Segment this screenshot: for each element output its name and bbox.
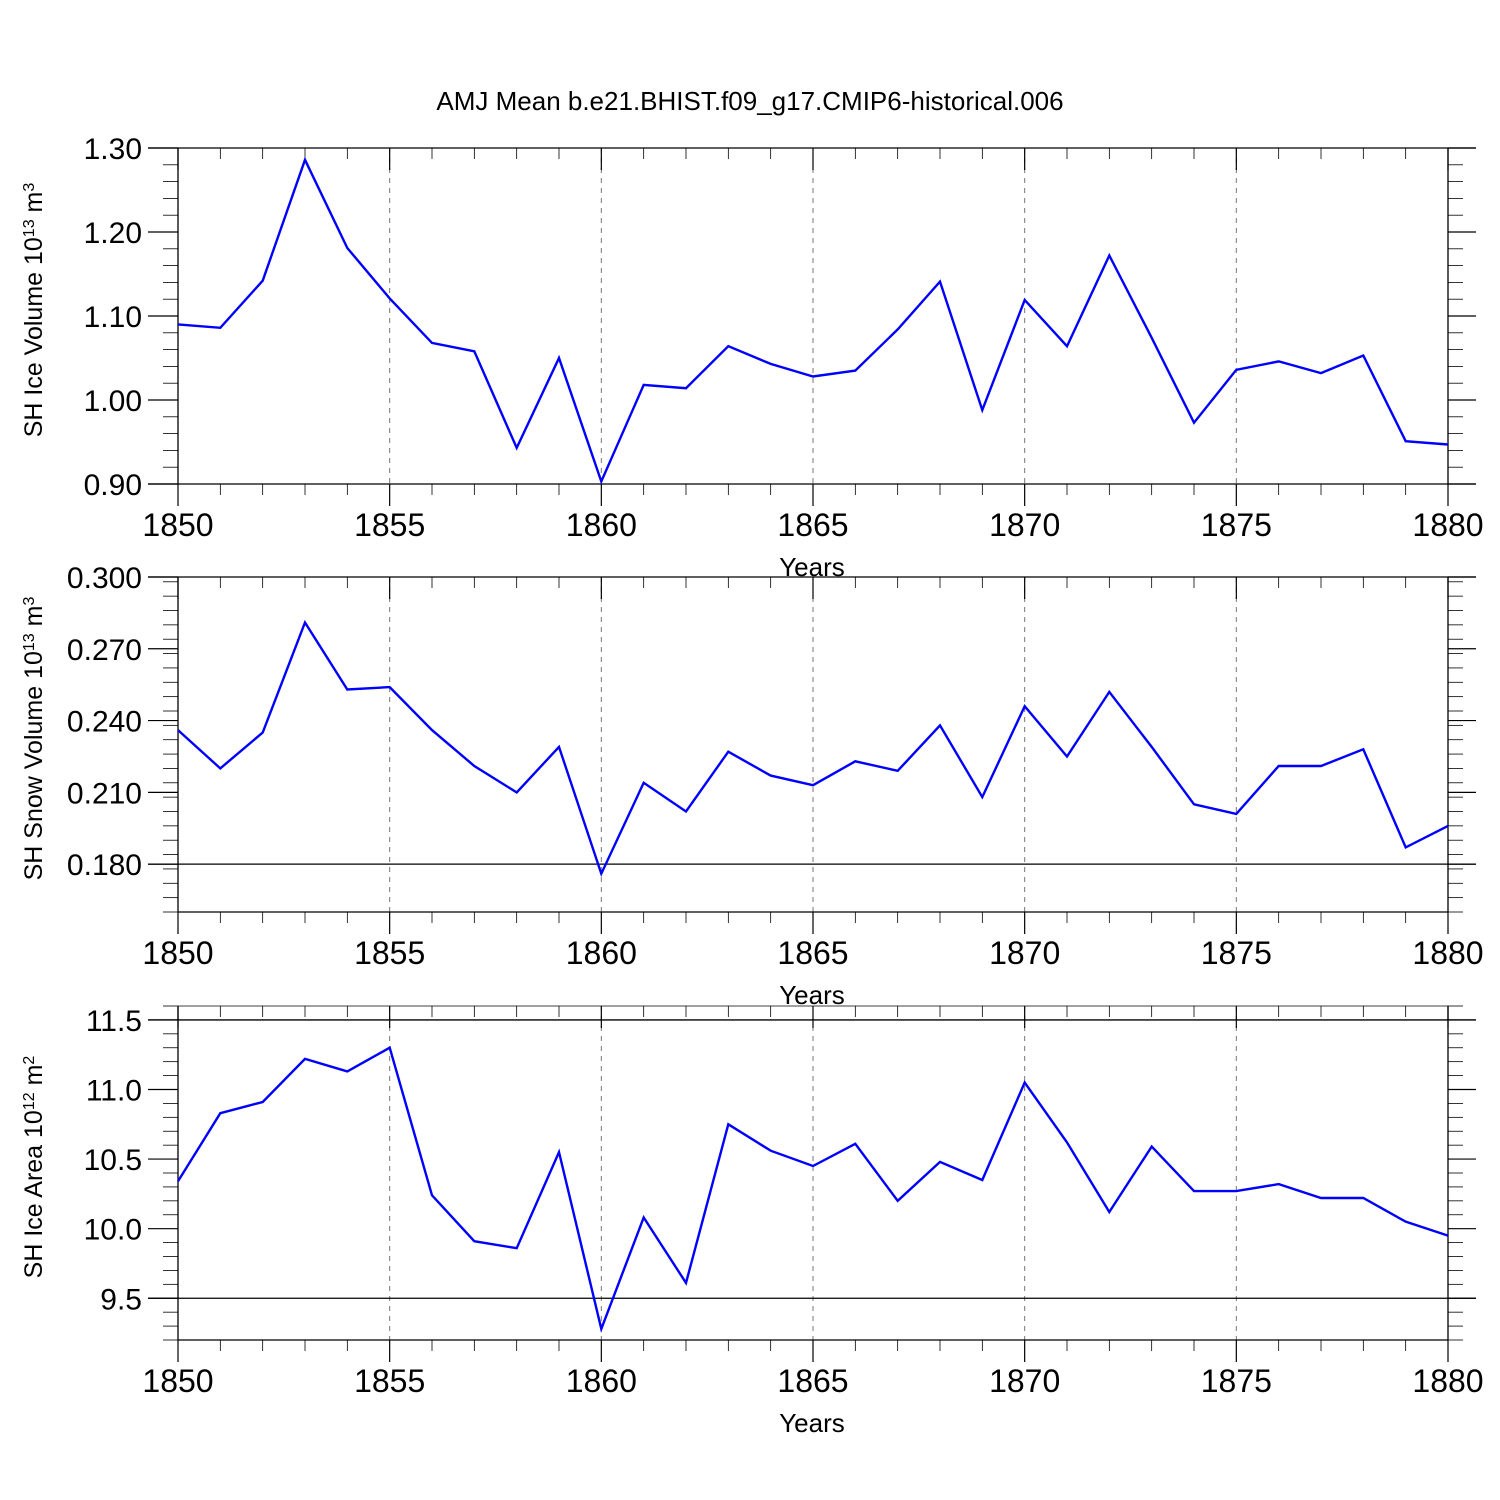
panel-3: 9.5 10.0 10.5 11.0 11.5 1850 1855 1860 1865 1870 1… xyxy=(20,1005,1484,1438)
panel-2: 0.180 0.210 0.240 0.270 0.300 1850 1855 1860 186… xyxy=(20,562,1484,1010)
x-tick-label: 1875 xyxy=(1201,507,1272,543)
y-tick-label: 1.00 xyxy=(84,385,142,418)
y-tick-label: 10.5 xyxy=(84,1144,142,1177)
x-tick-label: 1855 xyxy=(354,935,425,971)
x-tick-label: 1870 xyxy=(989,935,1060,971)
y-tick-label: 0.240 xyxy=(67,706,142,739)
x-axis-title: Years xyxy=(779,980,845,1010)
x-tick-label: 1850 xyxy=(142,1363,213,1399)
y-tick-label: 11.5 xyxy=(86,1005,142,1038)
x-tick-label: 1865 xyxy=(777,935,848,971)
x-axis-title: Years xyxy=(779,1408,845,1438)
y-axis-title: SH Ice Volume 1013 m3 xyxy=(20,183,48,438)
x-tick-label: 1870 xyxy=(989,507,1060,543)
x-tick-label: 1855 xyxy=(354,1363,425,1399)
x-tick-label: 1880 xyxy=(1412,507,1483,543)
y-axis-title: SH Snow Volume 1013 m3 xyxy=(20,597,48,881)
x-tick-label: 1865 xyxy=(777,507,848,543)
x-tick-label: 1850 xyxy=(142,935,213,971)
y-axis-title: SH Ice Area 1012 m2 xyxy=(20,1056,48,1279)
x-tick-label: 1850 xyxy=(142,507,213,543)
y-tick-label: 1.10 xyxy=(84,301,142,334)
x-tick-label: 1860 xyxy=(566,1363,637,1399)
panel-1: 0.90 1.00 1.10 1.20 1.30 1850 1855 1860 1865 1870… xyxy=(20,133,1484,582)
x-tick-label: 1880 xyxy=(1412,1363,1483,1399)
chart-title: AMJ Mean b.e21.BHIST.f09_g17.CMIP6-histo… xyxy=(436,86,1063,116)
x-tick-label: 1865 xyxy=(777,1363,848,1399)
y-tick-label: 1.20 xyxy=(84,217,142,250)
x-tick-label: 1880 xyxy=(1412,935,1483,971)
y-tick-label: 11.0 xyxy=(86,1075,142,1108)
y-tick-label: 0.90 xyxy=(84,469,142,502)
x-tick-label: 1860 xyxy=(566,507,637,543)
x-tick-label: 1875 xyxy=(1201,935,1272,971)
y-tick-label: 1.30 xyxy=(84,133,142,166)
y-tick-label: 10.0 xyxy=(84,1214,142,1247)
x-tick-label: 1870 xyxy=(989,1363,1060,1399)
x-tick-label: 1855 xyxy=(354,507,425,543)
series-line xyxy=(176,1045,1449,1333)
y-tick-label: 0.210 xyxy=(67,777,142,810)
series-line xyxy=(177,156,1449,485)
x-tick-label: 1860 xyxy=(566,935,637,971)
y-tick-label: 9.5 xyxy=(100,1283,142,1316)
x-tick-label: 1875 xyxy=(1201,1363,1272,1399)
y-tick-label: 0.300 xyxy=(67,562,142,595)
series-line xyxy=(177,619,1449,877)
y-tick-label: 0.180 xyxy=(67,849,142,882)
y-tick-label: 0.270 xyxy=(67,634,142,667)
